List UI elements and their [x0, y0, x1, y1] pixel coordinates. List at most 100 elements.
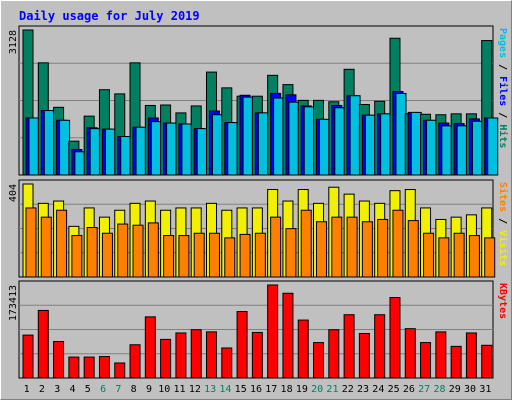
- x-tick-label: 24: [372, 384, 384, 395]
- bar-pages: [288, 101, 300, 176]
- panel-top: 3128 Pages / Files / Hits: [8, 25, 509, 176]
- bar-kbytes: [374, 314, 386, 379]
- bar-kbytes: [83, 356, 95, 379]
- bar-pages: [380, 113, 392, 176]
- x-tick-label: 19: [296, 384, 308, 395]
- x-tick-label: 1: [24, 384, 30, 395]
- x-tick-label: 26: [403, 384, 415, 395]
- bar-sites: [377, 218, 389, 278]
- x-tick-label: 16: [250, 384, 262, 395]
- x-tick-label: 13: [204, 384, 216, 395]
- x-tick-label: 9: [146, 384, 152, 395]
- bar-pages: [456, 125, 468, 176]
- bar-sites: [270, 216, 282, 278]
- bar-pages: [441, 125, 453, 176]
- bar-sites: [71, 235, 83, 278]
- bar-kbytes: [313, 342, 325, 379]
- label-visits: Visits: [497, 230, 509, 266]
- bar-kbytes: [37, 309, 49, 379]
- bar-kbytes: [435, 331, 447, 379]
- x-tick-label: 30: [464, 384, 476, 395]
- bar-sites: [316, 221, 328, 278]
- bar-kbytes: [190, 329, 202, 379]
- bar-sites: [101, 232, 113, 278]
- bar-kbytes: [160, 338, 172, 379]
- bar-sites: [56, 209, 68, 278]
- label-separator: /: [497, 106, 508, 124]
- x-tick-label: 25: [388, 384, 400, 395]
- bar-sites: [132, 224, 144, 278]
- bar-kbytes: [221, 347, 233, 379]
- bar-kbytes: [144, 316, 156, 379]
- bar-pages: [120, 136, 132, 176]
- bar-pages: [43, 110, 55, 176]
- panel-bottom: 173413 KBytes: [8, 280, 508, 379]
- bar-pages: [242, 96, 254, 176]
- bar-pages: [303, 106, 315, 176]
- bar-pages: [59, 119, 71, 176]
- label-hits: Hits: [497, 124, 509, 148]
- bar-kbytes: [205, 331, 217, 379]
- bar-sites: [208, 232, 220, 278]
- bar-pages: [349, 95, 361, 176]
- bar-kbytes: [98, 356, 110, 379]
- x-tick-label: 23: [357, 384, 369, 395]
- bar-kbytes: [68, 356, 80, 379]
- bar-pages: [28, 117, 40, 176]
- bar-pages: [104, 128, 116, 176]
- bar-sites: [117, 223, 129, 278]
- x-tick-label: 28: [433, 384, 445, 395]
- bar-pages: [410, 111, 422, 176]
- bar-kbytes: [175, 332, 187, 379]
- bar-pages: [319, 118, 331, 176]
- bar-pages: [364, 114, 376, 176]
- x-tick-label: 15: [235, 384, 247, 395]
- bar-kbytes: [251, 331, 263, 379]
- bar-sites: [468, 235, 480, 278]
- bar-sites: [453, 232, 465, 278]
- bar-pages: [487, 117, 499, 176]
- bar-pages: [257, 112, 269, 176]
- bar-kbytes: [53, 341, 65, 379]
- bar-sites: [300, 209, 312, 278]
- bar-kbytes: [358, 332, 370, 379]
- bar-sites: [224, 237, 236, 278]
- bar-sites: [484, 237, 496, 278]
- x-tick-label: 31: [479, 384, 491, 395]
- label-sites: Sites: [497, 182, 509, 212]
- bar-kbytes: [404, 328, 416, 379]
- x-tick-label: 27: [418, 384, 430, 395]
- x-tick-label: 20: [311, 384, 323, 395]
- y-axis-label: Sites / Visits: [497, 182, 509, 266]
- x-tick-label: 10: [158, 384, 170, 395]
- y-max-label: 3128: [8, 30, 19, 54]
- label-kbytes: KBytes: [497, 283, 508, 319]
- bar-sites: [147, 222, 159, 278]
- x-tick-label: 12: [189, 384, 201, 395]
- bar-pages: [334, 107, 346, 176]
- panel-middle: 404 Sites / Visits: [8, 179, 509, 278]
- bar-pages: [74, 151, 86, 176]
- bar-sites: [438, 237, 450, 278]
- x-tick-label: 22: [342, 384, 354, 395]
- y-axis-label: KBytes: [497, 283, 508, 319]
- bar-kbytes: [114, 362, 126, 379]
- x-tick-label: 5: [85, 384, 91, 395]
- chart-title: Daily usage for July 2019: [19, 9, 200, 23]
- bar-pages: [211, 114, 223, 176]
- bar-kbytes: [343, 314, 355, 379]
- x-tick-label: 6: [100, 384, 106, 395]
- bar-kbytes: [389, 297, 401, 379]
- bar-pages: [227, 122, 239, 176]
- bar-sites: [40, 216, 52, 278]
- bar-sites: [178, 235, 190, 278]
- bar-kbytes: [465, 332, 477, 379]
- bar-sites: [331, 216, 343, 278]
- bar-pages: [426, 119, 438, 176]
- bar-sites: [423, 232, 435, 278]
- bar-kbytes: [236, 310, 248, 379]
- bar-kbytes: [481, 344, 493, 379]
- bar-sites: [163, 235, 175, 278]
